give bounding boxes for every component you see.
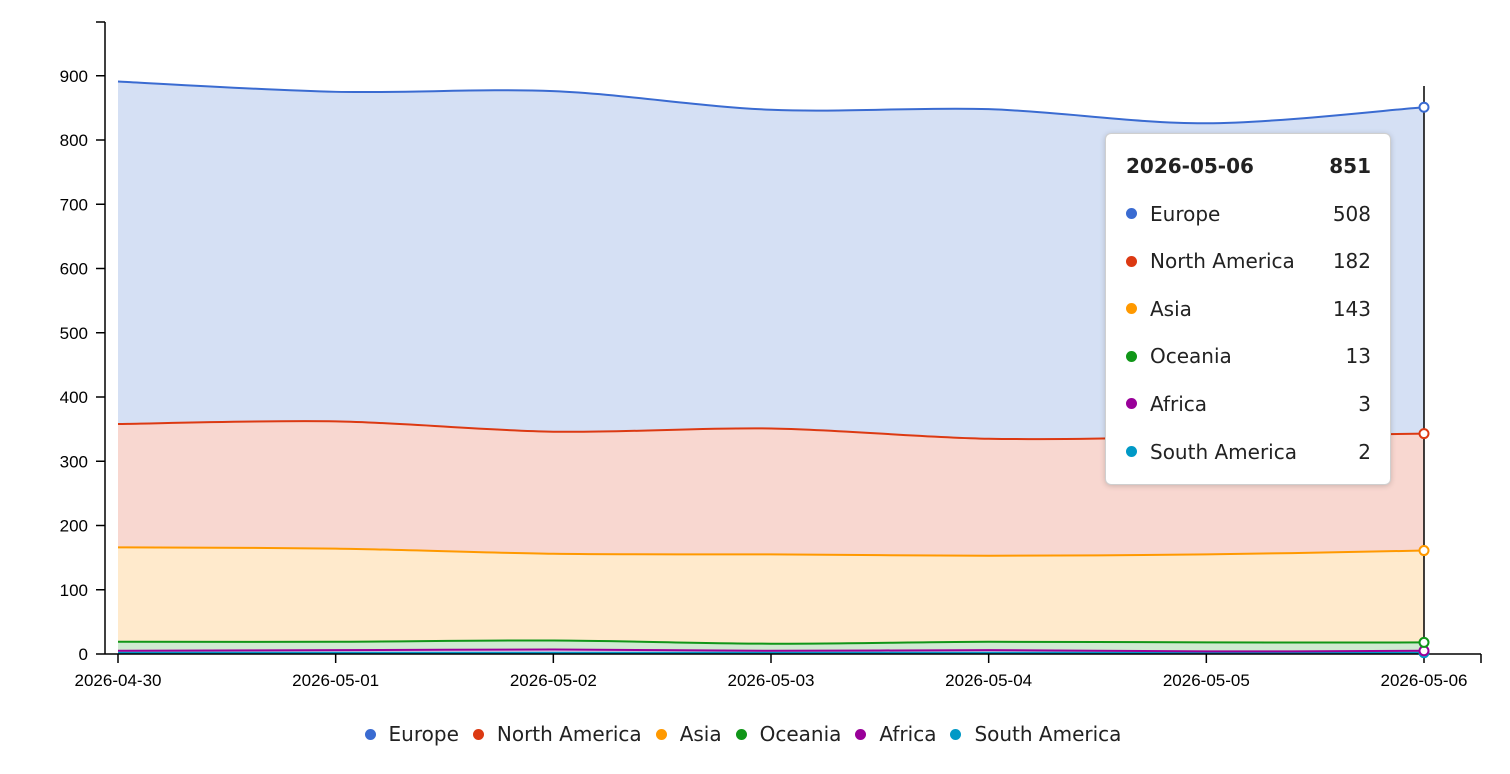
- legend-dot: [735, 728, 747, 740]
- tooltip-series-value: 143: [1332, 296, 1371, 321]
- line-europe: [117, 80, 1425, 125]
- legend-item-africa[interactable]: Africa: [855, 722, 936, 746]
- legend-item-north-america[interactable]: North America: [472, 722, 642, 746]
- line-asia: [117, 546, 1425, 557]
- tooltip-dot: [1126, 303, 1137, 315]
- y-tick-label: 800: [60, 131, 88, 150]
- tooltip-row: Europe 508: [1126, 202, 1371, 226]
- area-north-america: [118, 421, 1424, 556]
- x-tick-label: 2026-05-06: [1381, 671, 1468, 690]
- x-tick-label: 2026-05-05: [1163, 671, 1250, 690]
- legend-item-asia[interactable]: Asia: [655, 722, 722, 746]
- y-tick-label: 200: [60, 517, 88, 536]
- tooltip-series-name: Africa: [1150, 391, 1208, 416]
- area-layer: [118, 81, 1424, 654]
- area-europe: [118, 81, 1424, 440]
- x-tick-label: 2026-05-01: [292, 671, 379, 690]
- y-tick-label: 700: [60, 195, 88, 214]
- line-africa: [117, 648, 1425, 653]
- x-tick-label: 2026-05-03: [728, 671, 815, 690]
- legend-dot: [950, 728, 962, 740]
- area-oceania: [118, 640, 1424, 652]
- tooltip-row: Asia 143: [1126, 297, 1371, 321]
- legend-dot: [472, 728, 484, 740]
- legend-label: Europe: [388, 722, 459, 746]
- tooltip-series-name: North America: [1150, 249, 1295, 274]
- tooltip-series-value: 2: [1358, 439, 1371, 464]
- y-tick-label: 300: [60, 452, 88, 471]
- hover-marker-oceania: [1418, 636, 1430, 648]
- tooltip-dot: [1126, 446, 1137, 458]
- legend-label: Asia: [679, 722, 722, 746]
- hover-marker-north-america: [1418, 428, 1430, 440]
- tooltip-series-value: 182: [1332, 249, 1371, 274]
- legend-dot: [855, 728, 867, 740]
- legend: Europe North America Asia Oceania Africa…: [0, 719, 1486, 749]
- tooltip-series-value: 508: [1332, 201, 1371, 226]
- legend-label: Oceania: [759, 722, 842, 746]
- tooltip-series-name: South America: [1150, 439, 1297, 464]
- legend-label: Africa: [879, 722, 937, 746]
- tooltip-series-value: 13: [1345, 344, 1371, 369]
- hover-marker-asia: [1418, 545, 1430, 557]
- tooltip: 2026-05-06 851 Europe 508 North America …: [1105, 133, 1391, 485]
- legend-item-south-america[interactable]: South America: [950, 722, 1121, 746]
- x-axis: 2026-04-30 2026-05-01 2026-05-02 2026-05-03…: [75, 653, 1482, 690]
- line-layer: [117, 80, 1425, 654]
- tooltip-row: Africa 3: [1126, 392, 1371, 416]
- tooltip-series-name: Oceania: [1150, 344, 1232, 369]
- tooltip-row: South America 2: [1126, 440, 1371, 464]
- y-tick-label: 0: [79, 645, 88, 664]
- tooltip-row: North America 182: [1126, 249, 1371, 273]
- area-asia: [118, 547, 1424, 644]
- legend-label: South America: [974, 722, 1122, 746]
- tooltip-dot: [1126, 350, 1137, 362]
- legend-item-oceania[interactable]: Oceania: [735, 722, 842, 746]
- legend-item-europe[interactable]: Europe: [364, 722, 459, 746]
- tooltip-dot: [1126, 255, 1137, 267]
- x-tick-label: 2026-05-04: [945, 671, 1032, 690]
- tooltip-dot: [1126, 208, 1137, 220]
- tooltip-header: 2026-05-06 851: [1126, 154, 1371, 178]
- tooltip-series-name: Europe: [1150, 201, 1221, 226]
- line-oceania: [117, 639, 1425, 645]
- y-tick-label: 400: [60, 388, 88, 407]
- y-axis: 0 100 200 300 400 500 600 700 800 900: [60, 21, 106, 664]
- x-tick-label: 2026-05-02: [510, 671, 597, 690]
- tooltip-date: 2026-05-06: [1126, 154, 1254, 178]
- legend-dot: [655, 728, 667, 740]
- y-tick-label: 900: [60, 67, 88, 86]
- y-tick-label: 500: [60, 324, 88, 343]
- y-tick-label: 100: [60, 581, 88, 600]
- x-tick-label: 2026-04-30: [75, 671, 162, 690]
- tooltip-total: 851: [1329, 154, 1371, 178]
- tooltip-row: Oceania 13: [1126, 344, 1371, 368]
- legend-dot: [364, 728, 376, 740]
- y-tick-label: 600: [60, 260, 88, 279]
- tooltip-dot: [1126, 398, 1137, 410]
- legend-label: North America: [496, 722, 642, 746]
- hover-layer: [1418, 86, 1430, 659]
- hover-marker-europe: [1418, 101, 1430, 113]
- tooltip-series-name: Asia: [1150, 296, 1192, 321]
- tooltip-series-value: 3: [1358, 391, 1371, 416]
